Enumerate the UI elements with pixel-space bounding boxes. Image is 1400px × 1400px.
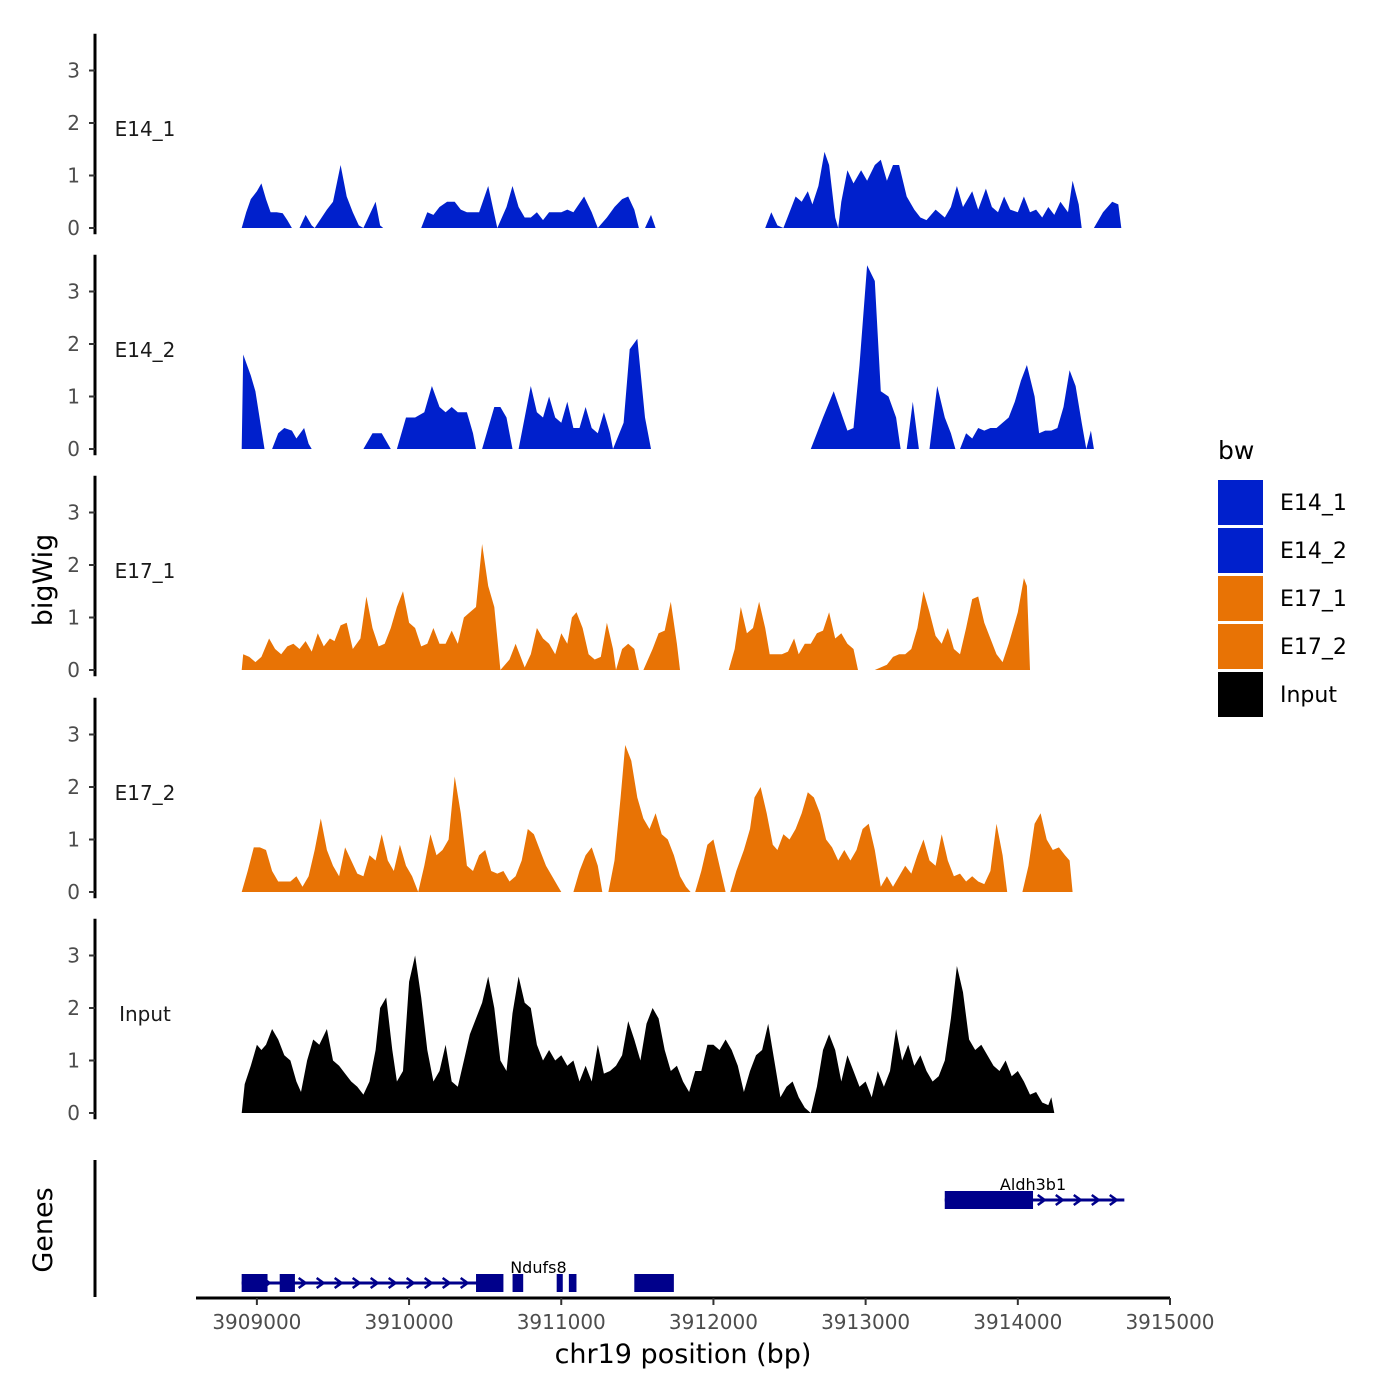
x-tick-label: 3910000 (365, 1310, 454, 1334)
track-label: E14_1 (115, 117, 176, 141)
strand-arrow (1109, 1193, 1118, 1207)
strand-arrow (1037, 1193, 1046, 1207)
coverage-area-E14_1 (241, 151, 1122, 228)
coverage-area-Input (241, 955, 1055, 1113)
gene-exon (556, 1274, 563, 1292)
gene-exon (568, 1274, 577, 1292)
y-tick-label: 2 (67, 111, 80, 135)
strand-arrow (297, 1276, 307, 1290)
y-tick-label: 1 (67, 606, 80, 630)
strand-arrow (333, 1276, 343, 1290)
legend-label-Input: Input (1280, 683, 1337, 708)
legend-label-E17_2: E17_2 (1280, 635, 1347, 660)
strand-arrow (387, 1276, 397, 1290)
x-tick-label: 3913000 (821, 1310, 910, 1334)
track-panels: 0 1 2 3 E14_1 0 1 2 3 E14_2 0 1 2 3 E17_1 0 1 2 3 E17_2 0 1 2 3… (67, 33, 1122, 1125)
legend-swatch-E17_2 (1218, 624, 1263, 669)
strand-arrow (369, 1276, 379, 1290)
coverage-area-E14_2 (241, 265, 1094, 449)
track-E14_2: 0 1 2 3 E14_2 (67, 254, 1094, 461)
gene-exon (512, 1274, 524, 1292)
genes-panel: Ndufs8 Aldh3b1 (93, 1160, 1125, 1297)
legend-swatch-E14_1 (1218, 480, 1263, 525)
x-tick-label: 3911000 (517, 1310, 606, 1334)
x-tick-label: 3915000 (1125, 1310, 1214, 1334)
strand-arrow (405, 1276, 415, 1290)
gene-exon (279, 1274, 295, 1292)
strand-arrow (1073, 1193, 1082, 1207)
strand-arrow (423, 1276, 433, 1290)
y-tick-label: 3 (67, 59, 80, 83)
y-tick-label: 1 (67, 1049, 80, 1073)
gene-exon (241, 1274, 268, 1292)
x-tick-label: 3909000 (212, 1310, 301, 1334)
x-tick-label: 3912000 (669, 1310, 758, 1334)
y-tick-label: 0 (67, 658, 80, 682)
legend-swatch-E14_2 (1218, 528, 1263, 573)
legend-swatch-Input (1218, 672, 1263, 717)
strand-arrow (351, 1276, 361, 1290)
gene-exon (634, 1274, 674, 1292)
y-tick-label: 0 (67, 1101, 80, 1125)
gene-exon (944, 1191, 1034, 1209)
strand-arrow (315, 1276, 325, 1290)
x-tick-label: 3914000 (973, 1310, 1062, 1334)
legend-label-E14_2: E14_2 (1280, 539, 1347, 564)
y-tick-label: 0 (67, 437, 80, 461)
coverage-area-E17_1 (241, 544, 1030, 670)
y-tick-label: 3 (67, 723, 80, 747)
track-E17_1: 0 1 2 3 E17_1 (67, 475, 1030, 682)
track-label: E14_2 (115, 338, 176, 362)
legend: bw E14_1 E14_2 E17_1 E17_2 Input (1218, 436, 1347, 717)
strand-arrow (1055, 1193, 1064, 1207)
strand-arrow (459, 1276, 469, 1290)
y-tick-label: 2 (67, 553, 80, 577)
y-tick-label: 3 (67, 501, 80, 525)
legend-label-E17_1: E17_1 (1280, 587, 1347, 612)
y-axis-title: bigWig (28, 534, 59, 627)
legend-swatch-E17_1 (1218, 576, 1263, 621)
gene-exon (476, 1274, 504, 1292)
y-tick-label: 3 (67, 944, 80, 968)
legend-label-E14_1: E14_1 (1280, 491, 1347, 516)
x-axis-title: chr19 position (bp) (555, 1339, 812, 1370)
track-Input: 0 1 2 3 Input (67, 918, 1055, 1125)
gene-label: Ndufs8 (510, 1258, 566, 1277)
track-label: E17_1 (115, 559, 176, 583)
y-tick-label: 0 (67, 880, 80, 904)
gene-Ndufs8: Ndufs8 (241, 1258, 674, 1292)
y-tick-label: 2 (67, 996, 80, 1020)
y-tick-label: 2 (67, 332, 80, 356)
track-label: Input (119, 1002, 171, 1026)
coverage-area-E17_2 (241, 745, 1073, 892)
track-E17_2: 0 1 2 3 E17_2 (67, 697, 1073, 904)
strand-arrow (441, 1276, 451, 1290)
gene-Aldh3b1: Aldh3b1 (944, 1175, 1125, 1209)
y-tick-label: 3 (67, 280, 80, 304)
track-E14_1: 0 1 2 3 E14_1 (67, 33, 1122, 240)
y-tick-label: 1 (67, 164, 80, 188)
y-tick-label: 1 (67, 828, 80, 852)
gene-label: Aldh3b1 (1000, 1175, 1066, 1194)
legend-title: bw (1218, 436, 1254, 465)
genes-axis-title: Genes (28, 1187, 59, 1272)
strand-arrow (1091, 1193, 1100, 1207)
y-tick-label: 0 (67, 216, 80, 240)
x-axis: 3909000 3910000 3911000 3912000 3913000 39140… (196, 1296, 1215, 1334)
y-tick-label: 2 (67, 775, 80, 799)
y-tick-label: 1 (67, 385, 80, 409)
track-label: E17_2 (115, 781, 176, 805)
